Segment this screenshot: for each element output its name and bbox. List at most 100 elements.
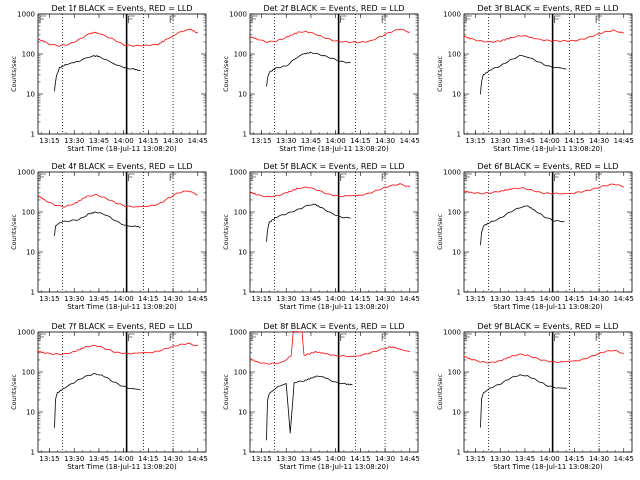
y-tick-label: 1000 [17,329,35,337]
flag-marker [465,173,472,181]
events-series-line [266,203,351,242]
x-tick-label: 13:45 [515,137,535,145]
flag-marker [554,333,561,341]
y-tick-label: 10 [238,249,247,257]
x-tick-label: 14:00 [114,137,134,145]
x-tick-label: 13:30 [276,455,296,463]
y-tick-label: 1 [243,289,247,297]
events-series-line [266,51,351,87]
y-axis-label: Counts/sec [10,56,18,92]
x-tick-label: 14:45 [188,455,208,463]
x-axis-label: Start Time (18-Jul-11 13:08:20) [493,145,603,153]
chart-title: Det 6f BLACK = Events, RED = LLD [477,162,618,171]
y-tick-label: 10 [26,249,35,257]
flag-marker [169,173,177,181]
y-tick-label: 1000 [17,11,35,19]
x-tick-label: 13:15 [39,455,59,463]
lld-series-line [463,349,624,364]
y-tick-label: 1 [31,131,35,139]
chart-title: Det 8f BLACK = Events, RED = LLD [263,322,404,331]
chart-title: Det 1f BLACK = Events, RED = LLD [51,4,192,13]
flag-marker [595,15,603,23]
plot-frame [463,331,633,453]
x-axis-label: Start Time (18-Jul-11 13:08:20) [279,145,389,153]
events-series-line [480,374,567,428]
y-axis-label: Counts/sec [222,56,230,92]
x-tick-label: 14:30 [375,455,395,463]
y-tick-label: 10 [238,409,247,417]
chart-title: Det 4f BLACK = Events, RED = LLD [51,162,192,171]
x-tick-label: 13:15 [251,295,271,303]
flag-marker [251,173,258,181]
events-series-line [54,372,141,428]
plot-frame [37,331,207,453]
plot-frame [37,13,207,135]
x-tick-label: 13:45 [301,455,321,463]
lld-series-line [249,331,410,365]
y-tick-label: 1 [457,289,461,297]
x-tick-label: 13:15 [465,455,485,463]
chart-title: Det 9f BLACK = Events, RED = LLD [477,322,618,331]
y-tick-label: 100 [234,369,247,377]
x-tick-label: 14:15 [138,295,158,303]
x-tick-label: 13:15 [465,137,485,145]
x-tick-label: 13:15 [465,295,485,303]
chart-title: Det 5f BLACK = Events, RED = LLD [263,162,404,171]
events-series-line [54,55,141,92]
y-tick-label: 1000 [443,11,461,19]
lld-series-line [249,183,411,198]
y-tick-label: 1 [457,449,461,457]
chart-panel-6: Det 6f BLACK = Events, RED = LLD 1 10 100 10… [436,162,634,311]
y-tick-label: 100 [448,51,461,59]
events-series-line [480,205,565,246]
plot-frame [37,171,207,293]
chart-panel-9: Det 9f BLACK = Events, RED = LLD 1 10 100 10… [436,322,634,471]
x-axis-label: Start Time (18-Jul-11 13:08:20) [67,463,177,471]
x-tick-label: 13:45 [89,295,109,303]
plot-frame [249,13,419,135]
x-tick-label: 14:15 [138,455,158,463]
x-tick-label: 14:30 [589,137,609,145]
x-tick-label: 13:30 [64,137,84,145]
x-axis-label: Start Time (18-Jul-11 13:08:20) [493,303,603,311]
x-tick-label: 14:15 [138,137,158,145]
plot-frame [463,171,633,293]
x-tick-label: 14:00 [326,295,346,303]
y-tick-label: 10 [452,409,461,417]
y-axis-label: Counts/sec [436,214,444,250]
x-tick-label: 13:45 [89,137,109,145]
y-axis-label: Counts/sec [436,56,444,92]
chart-panel-3: Det 3f BLACK = Events, RED = LLD 1 10 100 10… [436,4,634,153]
y-axis-label: Counts/sec [436,374,444,410]
plot-frame [249,331,419,453]
flag-marker [169,15,177,23]
y-tick-label: 100 [22,51,35,59]
flag-marker [251,15,258,23]
x-tick-label: 14:45 [400,455,420,463]
flag-marker [381,15,389,23]
x-tick-label: 14:45 [188,295,208,303]
x-tick-label: 14:15 [350,137,370,145]
y-tick-label: 1 [31,449,35,457]
flag-marker [381,333,389,341]
x-tick-label: 13:30 [490,455,510,463]
x-tick-label: 14:45 [188,137,208,145]
x-axis-label: Start Time (18-Jul-11 13:08:20) [279,303,389,311]
x-tick-label: 13:45 [515,295,535,303]
y-tick-label: 1 [243,131,247,139]
plot-frame [249,171,419,293]
x-tick-label: 14:45 [614,137,634,145]
y-tick-label: 1 [31,289,35,297]
flag-marker [169,333,177,341]
y-tick-label: 100 [234,209,247,217]
chart-title: Det 3f BLACK = Events, RED = LLD [477,4,618,13]
y-tick-label: 10 [26,91,35,99]
x-tick-label: 14:15 [564,137,584,145]
x-tick-label: 13:15 [39,137,59,145]
y-tick-label: 1000 [443,329,461,337]
x-tick-label: 14:30 [163,455,183,463]
chart-panel-1: Det 1f BLACK = Events, RED = LLD 1 10 100 10… [10,4,208,153]
flag-marker [340,333,347,341]
chart-panel-7: Det 7f BLACK = Events, RED = LLD 1 10 100 10… [10,322,208,471]
